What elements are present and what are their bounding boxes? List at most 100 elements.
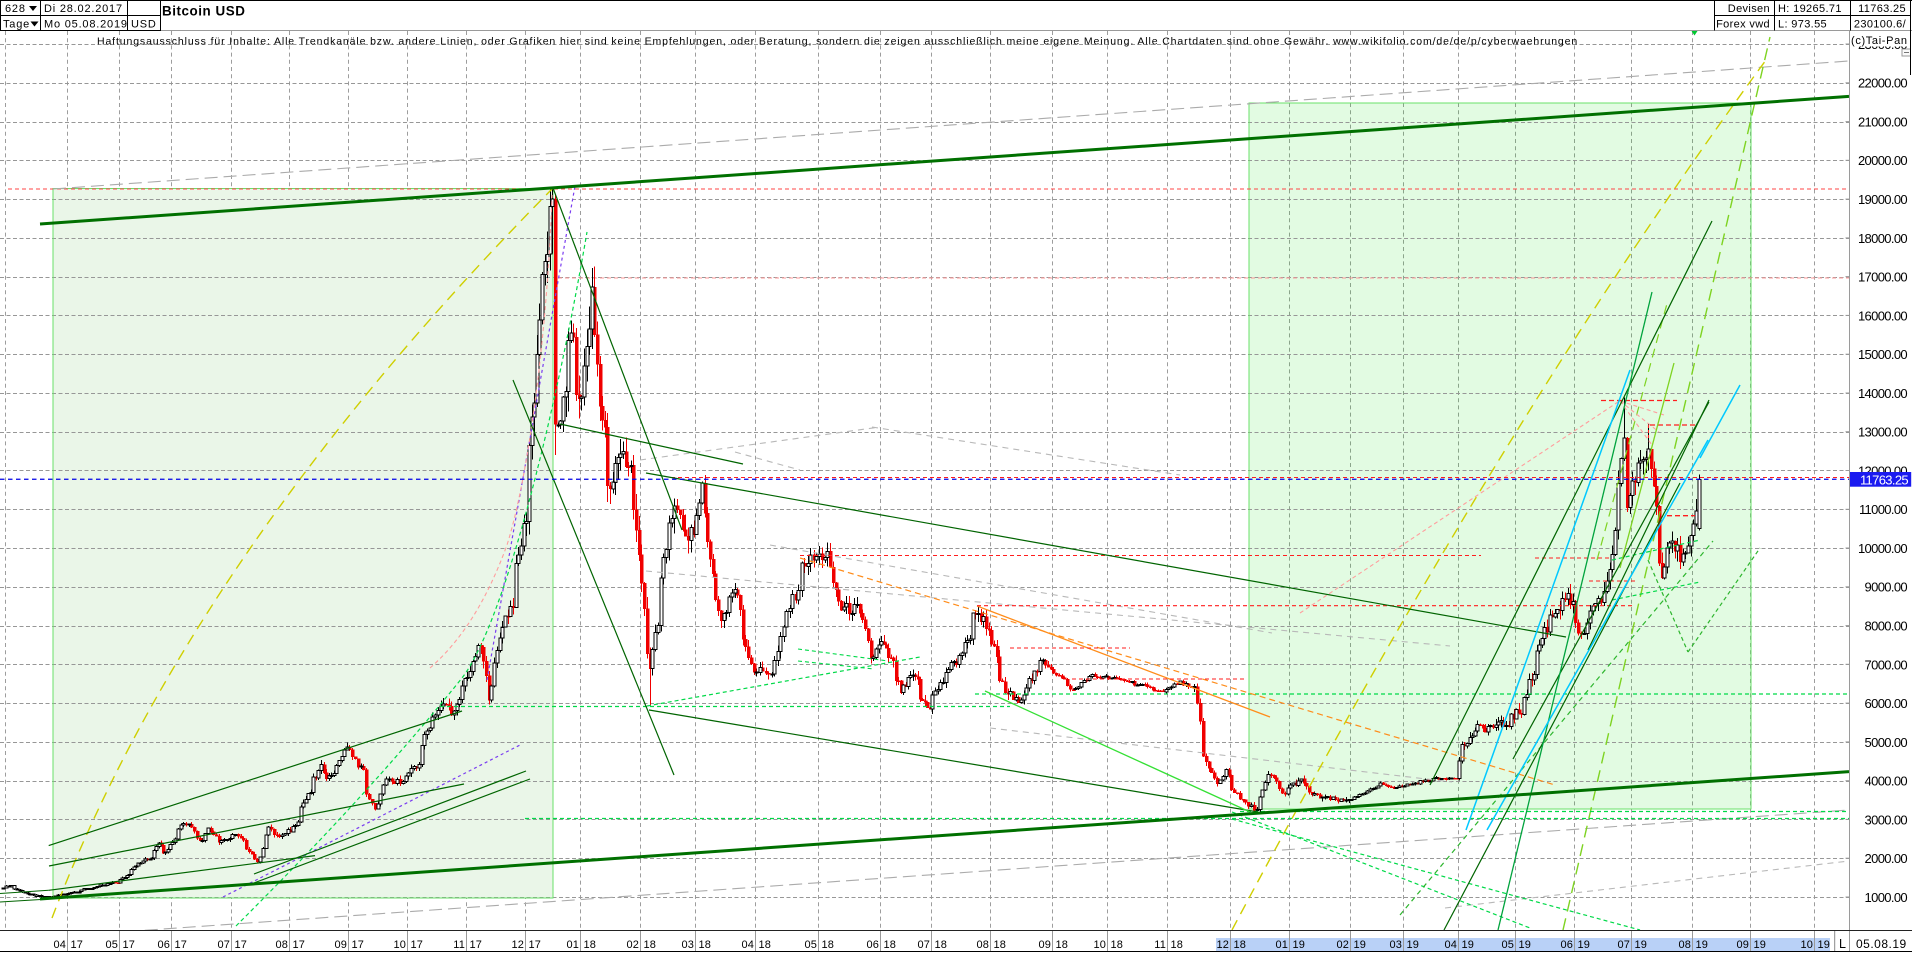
svg-text:19: 19	[1462, 939, 1475, 951]
svg-text:19: 19	[1635, 939, 1648, 951]
svg-text:07: 07	[917, 939, 930, 951]
svg-text:9000.00: 9000.00	[1865, 580, 1908, 595]
svg-text:19: 19	[1696, 939, 1709, 951]
svg-text:19000.00: 19000.00	[1858, 192, 1907, 207]
svg-text:12: 12	[511, 939, 524, 951]
svg-text:17: 17	[352, 939, 365, 951]
svg-text:05: 05	[1501, 939, 1514, 951]
svg-text:8000.00: 8000.00	[1865, 618, 1908, 633]
svg-text:Di 28.02.2017: Di 28.02.2017	[44, 3, 123, 15]
svg-text:18000.00: 18000.00	[1858, 231, 1907, 246]
svg-text:(c)Tai-Pan: (c)Tai-Pan	[1851, 35, 1908, 47]
svg-text:L: 973.55: L: 973.55	[1778, 19, 1827, 31]
svg-text:11: 11	[453, 939, 465, 951]
svg-text:04: 04	[1444, 939, 1457, 951]
svg-text:04: 04	[53, 939, 66, 951]
svg-text:19: 19	[1578, 939, 1591, 951]
svg-text:03: 03	[1389, 939, 1402, 951]
svg-text:18: 18	[759, 939, 772, 951]
svg-text:21000.00: 21000.00	[1858, 114, 1907, 129]
svg-text:6000.00: 6000.00	[1865, 696, 1908, 711]
svg-text:02: 02	[1336, 939, 1349, 951]
svg-text:19: 19	[1519, 939, 1532, 951]
svg-text:11000.00: 11000.00	[1859, 502, 1907, 517]
svg-text:08: 08	[1678, 939, 1691, 951]
svg-text:18: 18	[822, 939, 835, 951]
svg-text:10: 10	[393, 939, 406, 951]
svg-text:Devisen: Devisen	[1728, 3, 1770, 15]
svg-text:18: 18	[1111, 939, 1124, 951]
svg-text:20000.00: 20000.00	[1858, 153, 1907, 168]
svg-text:17: 17	[71, 939, 84, 951]
svg-text:10000.00: 10000.00	[1858, 541, 1907, 556]
svg-text:4000.00: 4000.00	[1865, 774, 1908, 789]
svg-text:10: 10	[1093, 939, 1106, 951]
svg-text:18: 18	[935, 939, 948, 951]
svg-text:H: 19265.71: H: 19265.71	[1778, 3, 1842, 15]
svg-text:Haftungsausschluss für Inhalte: Haftungsausschluss für Inhalte: Alle Tre…	[97, 35, 1578, 47]
svg-text:11763.25: 11763.25	[1860, 472, 1908, 487]
svg-text:18: 18	[584, 939, 597, 951]
svg-text:17: 17	[470, 939, 483, 951]
svg-text:14000.00: 14000.00	[1858, 386, 1907, 401]
svg-text:18: 18	[884, 939, 897, 951]
svg-text:06: 06	[866, 939, 879, 951]
svg-text:17: 17	[529, 939, 542, 951]
svg-text:18: 18	[644, 939, 657, 951]
svg-text:16000.00: 16000.00	[1858, 308, 1907, 323]
svg-text:Mo 05.08.2019: Mo 05.08.2019	[44, 19, 128, 31]
svg-text:07: 07	[1617, 939, 1630, 951]
svg-text:13000.00: 13000.00	[1858, 425, 1907, 440]
svg-text:08: 08	[275, 939, 288, 951]
svg-text:04: 04	[741, 939, 754, 951]
svg-text:09: 09	[334, 939, 347, 951]
svg-text:17: 17	[235, 939, 248, 951]
svg-text:03: 03	[681, 939, 694, 951]
svg-text:08: 08	[976, 939, 989, 951]
svg-text:07: 07	[217, 939, 230, 951]
svg-text:06: 06	[1560, 939, 1573, 951]
svg-text:17000.00: 17000.00	[1858, 270, 1907, 285]
svg-text:628: 628	[5, 3, 26, 15]
svg-text:22000.00: 22000.00	[1858, 76, 1907, 91]
svg-text:17: 17	[175, 939, 188, 951]
svg-text:06: 06	[157, 939, 170, 951]
svg-text:18: 18	[1234, 939, 1247, 951]
svg-text:18: 18	[1171, 939, 1184, 951]
svg-text:17: 17	[411, 939, 424, 951]
svg-text:05: 05	[105, 939, 118, 951]
svg-text:09: 09	[1736, 939, 1749, 951]
svg-text:17: 17	[293, 939, 306, 951]
svg-text:19: 19	[1293, 939, 1306, 951]
svg-text:12: 12	[1216, 939, 1229, 951]
svg-text:10: 10	[1800, 939, 1813, 951]
svg-text:02: 02	[626, 939, 639, 951]
svg-text:17: 17	[123, 939, 136, 951]
svg-text:230100.6/: 230100.6/	[1854, 19, 1907, 31]
svg-text:Bitcoin USD: Bitcoin USD	[162, 4, 245, 19]
svg-text:19: 19	[1407, 939, 1420, 951]
svg-text:01: 01	[1275, 939, 1288, 951]
svg-text:05: 05	[804, 939, 817, 951]
svg-text:15000.00: 15000.00	[1858, 347, 1907, 362]
svg-text:USD: USD	[131, 19, 157, 31]
svg-text:19: 19	[1354, 939, 1367, 951]
svg-text:05.08.19: 05.08.19	[1856, 937, 1907, 951]
svg-text:Forex vwd: Forex vwd	[1716, 19, 1770, 31]
svg-text:1000.00: 1000.00	[1865, 890, 1908, 905]
svg-text:19: 19	[1754, 939, 1767, 951]
svg-text:Tage: Tage	[3, 19, 30, 31]
svg-text:11763.25: 11763.25	[1858, 3, 1906, 15]
svg-text:5000.00: 5000.00	[1865, 735, 1908, 750]
svg-text:L: L	[1839, 937, 1846, 951]
svg-text:09: 09	[1038, 939, 1051, 951]
svg-text:7000.00: 7000.00	[1865, 657, 1908, 672]
svg-text:2000.00: 2000.00	[1865, 851, 1908, 866]
svg-text:18: 18	[994, 939, 1007, 951]
svg-text:3000.00: 3000.00	[1865, 812, 1908, 827]
svg-text:11: 11	[1154, 939, 1166, 951]
svg-text:19: 19	[1818, 939, 1831, 951]
svg-text:18: 18	[699, 939, 712, 951]
svg-text:18: 18	[1056, 939, 1069, 951]
svg-text:01: 01	[566, 939, 579, 951]
